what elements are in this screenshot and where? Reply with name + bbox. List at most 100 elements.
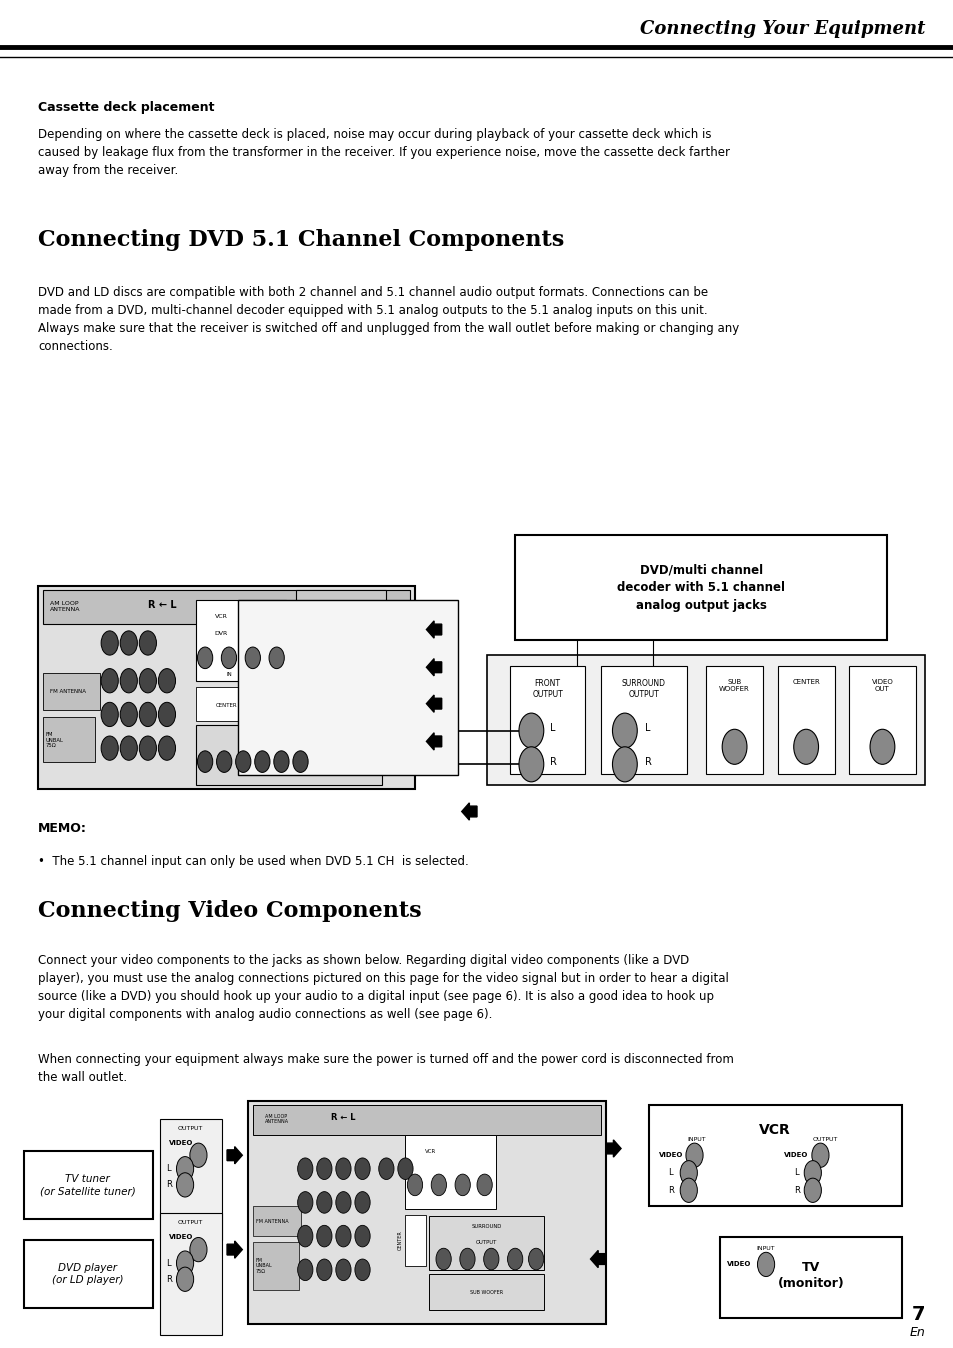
Text: L: L: [668, 1169, 672, 1177]
Circle shape: [407, 1174, 422, 1196]
Circle shape: [679, 1178, 697, 1202]
Circle shape: [811, 1143, 828, 1167]
FancyBboxPatch shape: [195, 725, 381, 785]
Text: L: L: [167, 1165, 171, 1173]
Text: En: En: [908, 1325, 924, 1339]
Circle shape: [355, 1192, 370, 1213]
Circle shape: [612, 747, 637, 782]
Text: DVD player
(or LD player): DVD player (or LD player): [52, 1263, 123, 1285]
FancyArrow shape: [461, 803, 476, 820]
FancyArrow shape: [590, 1251, 605, 1267]
Circle shape: [216, 751, 232, 772]
Text: CENTER: CENTER: [397, 1231, 402, 1250]
Text: ⅚R ⅚L: ⅚R ⅚L: [262, 662, 304, 673]
Circle shape: [269, 647, 284, 669]
Circle shape: [685, 1143, 702, 1167]
Text: DVD 5.1CH
INPUT: DVD 5.1CH INPUT: [318, 751, 349, 762]
FancyBboxPatch shape: [486, 655, 924, 785]
FancyBboxPatch shape: [195, 687, 257, 721]
Text: SUB WOOFER: SUB WOOFER: [470, 1290, 502, 1295]
Circle shape: [197, 647, 213, 669]
Circle shape: [518, 747, 543, 782]
Text: 7: 7: [911, 1305, 924, 1324]
Circle shape: [397, 1158, 413, 1180]
Text: VIDEO
OUT: VIDEO OUT: [871, 679, 892, 693]
Circle shape: [139, 702, 156, 727]
Circle shape: [101, 631, 118, 655]
Circle shape: [721, 729, 746, 764]
Text: Connecting DVD 5.1 Channel Components: Connecting DVD 5.1 Channel Components: [38, 229, 564, 251]
Circle shape: [455, 1174, 470, 1196]
Circle shape: [803, 1178, 821, 1202]
FancyBboxPatch shape: [43, 673, 100, 710]
Text: Connect your video components to the jacks as shown below. Regarding digital vid: Connect your video components to the jac…: [38, 954, 728, 1022]
FancyBboxPatch shape: [248, 1101, 605, 1324]
Text: Connecting Your Equipment: Connecting Your Equipment: [639, 20, 924, 38]
Circle shape: [320, 631, 337, 655]
Text: TV
(monitor): TV (monitor): [777, 1260, 843, 1290]
Circle shape: [507, 1248, 522, 1270]
Circle shape: [518, 713, 543, 748]
Circle shape: [355, 1225, 370, 1247]
Text: VIDEO: VIDEO: [658, 1153, 682, 1158]
Circle shape: [221, 647, 236, 669]
Text: DVD and LD discs are compatible with both 2 channel and 5.1 channel audio output: DVD and LD discs are compatible with bot…: [38, 286, 739, 353]
FancyArrow shape: [426, 696, 441, 712]
Text: FM ANTENNA: FM ANTENNA: [255, 1219, 288, 1224]
Circle shape: [120, 736, 137, 760]
FancyBboxPatch shape: [160, 1213, 222, 1335]
Circle shape: [368, 631, 385, 655]
Text: AM LOOP
ANTENNA: AM LOOP ANTENNA: [50, 601, 80, 612]
Circle shape: [355, 1158, 370, 1180]
Circle shape: [335, 1225, 351, 1247]
FancyBboxPatch shape: [600, 666, 686, 774]
Text: •  The 5.1 channel input can only be used when DVD 5.1 CH  is selected.: • The 5.1 channel input can only be used…: [38, 855, 469, 868]
Circle shape: [679, 1161, 697, 1185]
Text: Connecting Video Components: Connecting Video Components: [38, 900, 421, 922]
Text: VCR: VCR: [758, 1123, 790, 1136]
Text: OUTPUT: OUTPUT: [178, 1126, 203, 1131]
Circle shape: [431, 1174, 446, 1196]
Text: R: R: [166, 1275, 172, 1283]
Circle shape: [378, 1158, 394, 1180]
Text: DVD/multi channel
decoder with 5.1 channel
analog output jacks: DVD/multi channel decoder with 5.1 chann…: [617, 563, 784, 612]
FancyBboxPatch shape: [43, 590, 410, 624]
Circle shape: [335, 1259, 351, 1281]
Text: AM LOOP
ANTENNA: AM LOOP ANTENNA: [265, 1113, 289, 1124]
Text: L: L: [335, 643, 342, 656]
Circle shape: [297, 1158, 313, 1180]
Circle shape: [120, 702, 137, 727]
Circle shape: [254, 751, 270, 772]
Circle shape: [158, 702, 175, 727]
Circle shape: [316, 1225, 332, 1247]
Circle shape: [297, 1192, 313, 1213]
Circle shape: [139, 669, 156, 693]
FancyBboxPatch shape: [705, 666, 762, 774]
FancyBboxPatch shape: [510, 666, 584, 774]
Circle shape: [316, 1192, 332, 1213]
FancyBboxPatch shape: [43, 717, 95, 762]
FancyBboxPatch shape: [160, 1119, 222, 1240]
Circle shape: [459, 1248, 475, 1270]
Circle shape: [335, 1158, 351, 1180]
FancyArrow shape: [426, 621, 441, 638]
Circle shape: [235, 751, 251, 772]
Text: CD: CD: [214, 603, 224, 608]
Text: L: L: [644, 723, 650, 733]
Text: FM
UNBAL
75Ω: FM UNBAL 75Ω: [255, 1258, 273, 1274]
Circle shape: [528, 1248, 543, 1270]
Text: SURROUND
OUTPUT: SURROUND OUTPUT: [621, 679, 665, 698]
FancyArrow shape: [426, 733, 441, 749]
Text: SURROUND: SURROUND: [471, 1224, 501, 1229]
FancyBboxPatch shape: [720, 1237, 901, 1318]
Text: VIDEO: VIDEO: [726, 1262, 751, 1267]
Circle shape: [274, 751, 289, 772]
Text: OUTPUT: OUTPUT: [476, 1240, 497, 1246]
Text: Cassette deck placement: Cassette deck placement: [38, 101, 214, 115]
Circle shape: [869, 729, 894, 764]
Circle shape: [158, 736, 175, 760]
Circle shape: [297, 1225, 313, 1247]
Text: R: R: [334, 681, 343, 694]
FancyBboxPatch shape: [238, 600, 457, 775]
Circle shape: [176, 1173, 193, 1197]
